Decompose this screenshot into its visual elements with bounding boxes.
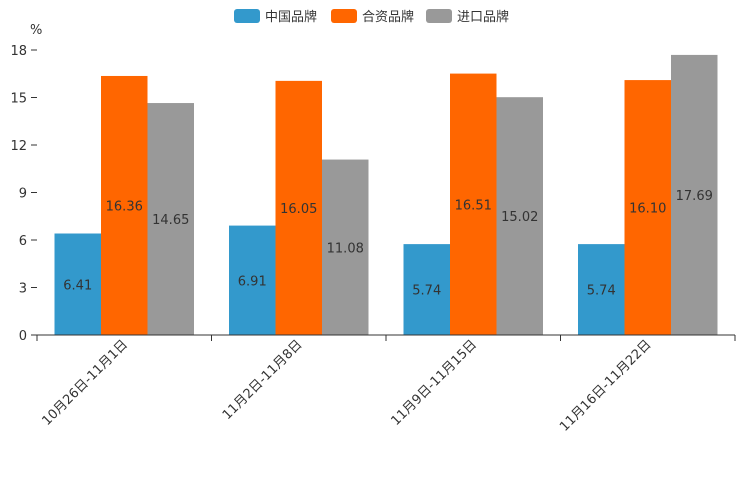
y-axis: 0 3 6 9 12 15 18	[10, 44, 37, 344]
y-tick-label: 12	[10, 139, 27, 154]
data-label: 16.51	[455, 198, 492, 213]
x-axis: 10月26日-11月1日 11月2日-11月8日 11月9日-11月15日 11月16…	[36, 334, 736, 435]
data-label: 16.10	[629, 202, 666, 217]
bar	[403, 244, 450, 335]
bar	[275, 80, 322, 335]
x-category-label: 11月9日-11月15日	[388, 337, 480, 429]
bar	[624, 80, 671, 335]
y-tick-label: 15	[10, 92, 27, 107]
y-tick-label: 18	[10, 44, 27, 59]
legend-swatch[interactable]	[331, 9, 357, 23]
bar	[450, 73, 497, 335]
data-label: 5.74	[412, 284, 441, 299]
legend: 中国品牌 合资品牌 进口品牌	[234, 9, 509, 25]
data-label: 14.65	[152, 213, 189, 228]
legend-item-label[interactable]: 合资品牌	[362, 9, 414, 25]
legend-swatch[interactable]	[234, 9, 260, 23]
bar	[229, 225, 276, 335]
legend-item-label[interactable]: 中国品牌	[265, 9, 317, 25]
data-label: 6.91	[238, 274, 267, 289]
bar	[322, 159, 369, 335]
y-tick-label: 0	[19, 329, 27, 344]
data-label: 11.08	[327, 241, 364, 256]
data-label: 16.05	[280, 202, 317, 217]
x-category-label: 11月16日-11月22日	[557, 337, 654, 434]
bar	[578, 244, 625, 335]
data-label: 17.69	[676, 189, 713, 204]
data-label: 15.02	[501, 210, 538, 225]
bars: 6.41 6.91 5.74 5.74 16.36 16.05 16.51 16.10 14.6…	[54, 54, 718, 336]
y-axis-unit-label: %	[30, 23, 42, 38]
legend-swatch[interactable]	[426, 9, 452, 23]
bar	[496, 97, 543, 335]
bar	[101, 75, 148, 335]
legend-item-label[interactable]: 进口品牌	[457, 9, 509, 25]
data-label: 16.36	[106, 199, 143, 214]
bar	[671, 54, 718, 336]
y-tick-label: 6	[19, 234, 27, 249]
y-tick-label: 3	[19, 282, 27, 297]
y-tick-label: 9	[19, 187, 27, 202]
bar	[147, 103, 194, 336]
data-label: 6.41	[63, 278, 92, 293]
x-category-label: 10月26日-11月1日	[39, 337, 131, 429]
bar	[54, 233, 101, 335]
x-category-label: 11月2日-11月8日	[220, 337, 306, 423]
data-label: 5.74	[587, 284, 616, 299]
